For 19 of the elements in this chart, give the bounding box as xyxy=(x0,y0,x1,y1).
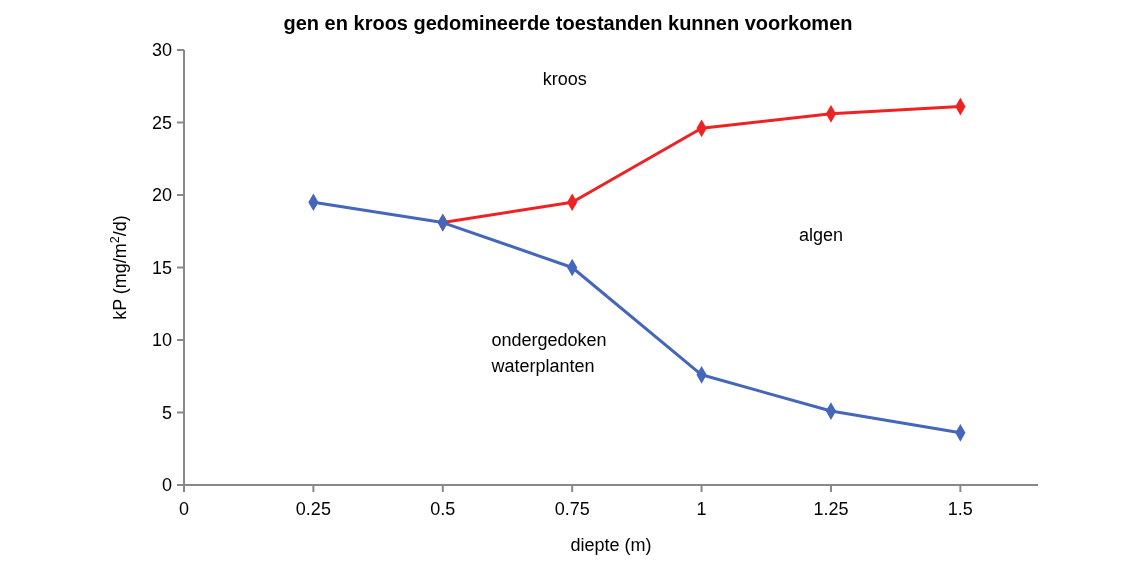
x-axis-title: diepte (m) xyxy=(570,535,652,555)
annotation: algen xyxy=(798,225,843,246)
y-tick-label: 15 xyxy=(151,257,172,278)
y-tick-label: 25 xyxy=(151,112,172,133)
x-tick-label: 1.5 xyxy=(947,499,973,519)
x-tick-label: 0.5 xyxy=(430,499,456,519)
y-tick-label: 10 xyxy=(151,330,172,351)
x-tick-label: 0.75 xyxy=(554,499,590,519)
chart-title: gen en kroos gedomineerde toestanden kunnen voorkomen xyxy=(283,12,853,34)
y-tick-label: 20 xyxy=(151,185,172,206)
x-tick-label: 1.25 xyxy=(813,499,849,519)
x-tick-label: 0.25 xyxy=(295,499,331,519)
y-tick-label: 0 xyxy=(161,475,172,496)
x-tick-label: 0 xyxy=(178,499,190,519)
annotation: ondergedoken waterplanten xyxy=(490,329,607,376)
y-tick-label: 5 xyxy=(161,402,172,423)
y-tick-label: 30 xyxy=(151,40,172,61)
annotation: kroos xyxy=(542,68,587,89)
x-tick-label: 1 xyxy=(696,499,707,519)
